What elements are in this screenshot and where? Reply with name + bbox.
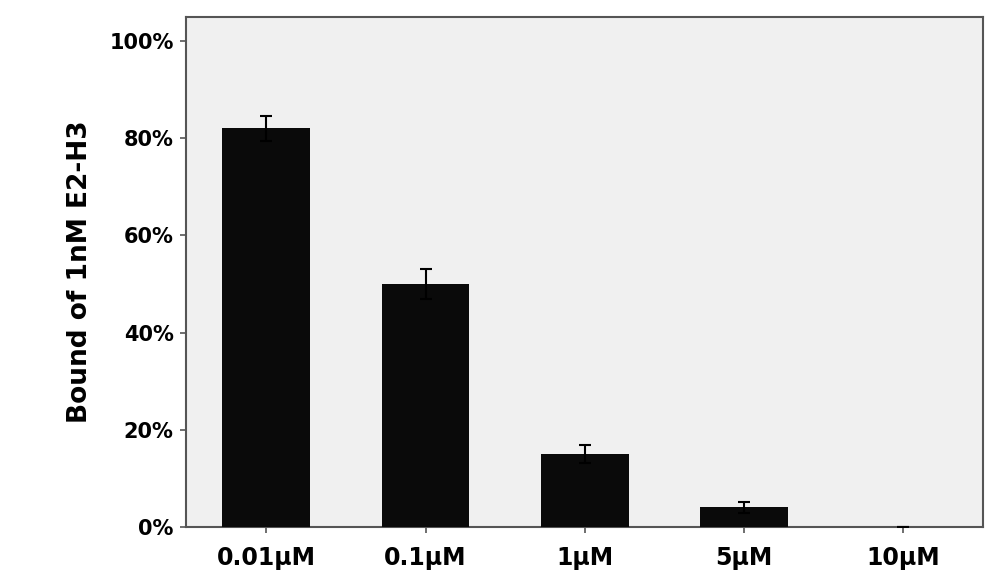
Bar <box>222 129 310 527</box>
Bar <box>700 507 788 527</box>
Bar <box>382 284 469 527</box>
Y-axis label: Bound of 1nM E2-H3: Bound of 1nM E2-H3 <box>67 120 93 423</box>
Bar <box>541 454 629 527</box>
